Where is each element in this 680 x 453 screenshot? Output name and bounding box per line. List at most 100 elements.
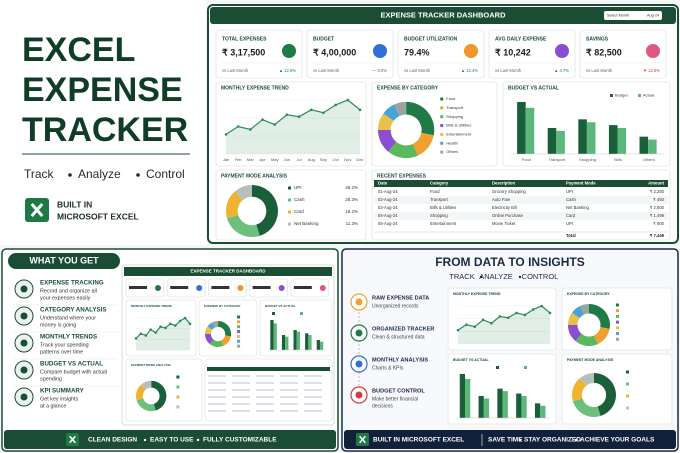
legend-swatch (626, 406, 629, 410)
kpi-compare: vs Last Month (404, 68, 431, 73)
table-cell: UPI (566, 189, 573, 194)
feature-title: MONTHLY TRENDS (40, 334, 97, 341)
card (579, 29, 667, 79)
table-cell: Net Banking (566, 205, 589, 210)
kpi-placeholder (252, 286, 271, 289)
separator-dot (479, 275, 483, 279)
hero-title: TRACKER (22, 111, 188, 149)
donut-slice (593, 327, 610, 345)
donut-slice (589, 303, 611, 329)
x-tick-label: May (271, 157, 279, 162)
trend-point (490, 321, 493, 325)
kpi-label: BUDGET UTILIZATION (404, 36, 458, 42)
chart-title: PAYMENT MODE ANALYSIS (131, 363, 171, 367)
separator-dot (518, 438, 522, 442)
select-value: Aug-24 (647, 14, 659, 18)
card (125, 299, 197, 357)
insights-title: FROM DATA TO INSIGHTS (435, 255, 585, 269)
bar (497, 388, 503, 418)
card (215, 29, 303, 79)
tagline: Analyze (78, 167, 121, 181)
donut-slice (227, 214, 260, 238)
separator-dot (196, 438, 200, 442)
kpi-label: TOTAL EXPENSES (222, 36, 267, 42)
legend-swatch (176, 395, 180, 399)
trend-point (523, 313, 527, 317)
table-cell: ₹ 1,499 (650, 213, 665, 218)
feature-title: EXPENSE TRACKING (40, 280, 104, 287)
x-tick-label: Dec (356, 157, 363, 162)
step-title: ORGANIZED TRACKER (372, 326, 434, 332)
trend-point (465, 323, 468, 326)
bar (586, 122, 596, 154)
trend-point (169, 322, 172, 326)
legend-swatch (237, 334, 241, 338)
step-desc: Charts & KPIs (372, 365, 404, 371)
excel-icon-x (69, 435, 76, 444)
table-cell: ₹ 2,250 (650, 189, 665, 194)
table-cell: 04-Aug-24 (378, 213, 398, 218)
excel-icon-x (30, 203, 44, 217)
bar (517, 102, 526, 154)
bar (617, 128, 627, 154)
legend-swatch (440, 106, 444, 110)
trend-point (149, 328, 153, 331)
x-tick-label: Sep (320, 157, 328, 162)
kpi-icon (464, 44, 478, 58)
trend-point (481, 318, 485, 322)
legend-swatch (616, 314, 619, 318)
separator-dot (574, 438, 578, 442)
legend-label: Card (294, 209, 304, 214)
value-label: 25.3% (345, 197, 358, 202)
table-header-cell: Amount (648, 181, 664, 186)
chart-title: BUDGET VS ACTUAL (453, 358, 490, 362)
month-select (604, 11, 662, 20)
insights-footer (344, 430, 676, 449)
legend-swatch (176, 375, 180, 379)
x-tick-label: Jul (297, 157, 302, 162)
table-cell: Bills & Utilities (430, 205, 456, 210)
trend-point (358, 108, 362, 112)
bar (281, 335, 286, 350)
legend-swatch (616, 320, 619, 324)
table-cell: Food (430, 189, 440, 194)
legend-swatch (626, 394, 629, 398)
trend-point (173, 324, 177, 327)
trend-point (346, 98, 350, 102)
card (488, 29, 576, 79)
feature-desc: spending (40, 376, 62, 382)
tagline: Control (146, 167, 185, 181)
trend-point (224, 133, 228, 136)
kpi-label: SAVINGS (586, 36, 609, 42)
donut-slice (378, 130, 397, 152)
mini-header (124, 267, 332, 276)
trend-point (188, 322, 192, 326)
step-icon-dot (355, 329, 363, 337)
legend-label: Budget (615, 93, 629, 98)
legend-label: UPI (294, 185, 302, 190)
trend-point (322, 111, 325, 115)
donut-slice (572, 398, 601, 417)
dashboard-title: EXPENSE TRACKER DASHBOARD (380, 10, 506, 19)
feature-icon-dot (20, 285, 28, 293)
kpi-change: — 0.0% (372, 68, 387, 73)
bar (305, 333, 309, 350)
bar (521, 396, 527, 418)
donut-slice (594, 373, 616, 417)
feature-desc: Track your spending (40, 342, 89, 348)
donut-slice (136, 398, 156, 412)
value-label: 18.2% (345, 209, 358, 214)
legend-swatch (288, 186, 291, 190)
bar (540, 405, 546, 418)
legend-swatch (440, 115, 444, 119)
legend-swatch (237, 320, 241, 324)
card (561, 287, 673, 351)
legend-swatch (176, 385, 180, 389)
trend-point (285, 113, 289, 117)
x-tick-label: Nov (344, 157, 351, 162)
legend-swatch (288, 210, 291, 214)
feature-icon-dot (20, 339, 28, 347)
table-cell: 03-Aug-24 (378, 205, 398, 210)
trend-point (154, 331, 157, 334)
